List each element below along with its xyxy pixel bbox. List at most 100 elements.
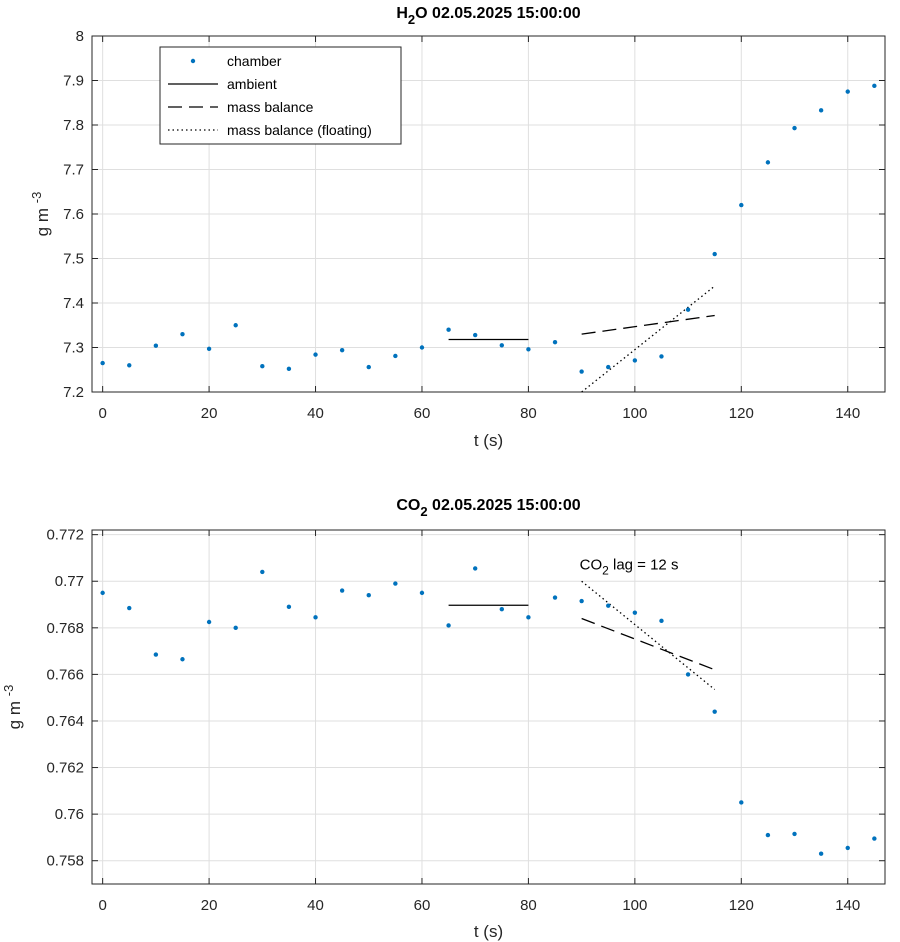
chamber-point	[286, 366, 292, 372]
lag-annotation: CO2 lag = 12 s	[580, 556, 679, 577]
legend-entry-label: chamber	[227, 53, 282, 69]
x-axis-label: t (s)	[474, 431, 503, 450]
chamber-point	[659, 354, 664, 359]
x-axis-label: t (s)	[474, 922, 503, 941]
chamber-point	[712, 709, 717, 714]
chamber-point	[393, 581, 398, 586]
chamber-point	[499, 343, 505, 348]
x-tick-label: 0	[98, 897, 106, 914]
chamber-point	[872, 836, 877, 841]
chart-title-main: H	[396, 5, 408, 22]
chamber-point	[206, 346, 212, 352]
chamber-point	[632, 358, 638, 363]
chamber-point	[526, 347, 531, 352]
x-tick-label: 80	[520, 897, 537, 914]
chamber-point	[765, 160, 771, 165]
y-tick-label: 0.77	[55, 573, 84, 590]
chart-title: H2O 02.05.2025 15:00:00	[396, 5, 580, 27]
chamber-point	[180, 331, 185, 337]
chamber-point	[260, 569, 265, 575]
chamber-point	[313, 615, 318, 620]
chamber-point	[472, 566, 478, 571]
chart-title-rest: 02.05.2025 15:00:00	[428, 497, 581, 514]
y-tick-label: 0.772	[46, 527, 84, 544]
legend-chamber-marker	[190, 58, 196, 64]
chamber-point	[286, 604, 292, 610]
chamber-point	[579, 598, 584, 604]
chamber-point	[685, 307, 691, 312]
chamber-point	[739, 800, 744, 805]
chamber-point	[446, 327, 451, 332]
y-tick-label: 7.3	[63, 340, 84, 357]
y-tick-label: 0.766	[46, 666, 84, 683]
mass-balance-floating-line	[581, 580, 716, 691]
y-tick-label: 7.9	[63, 73, 84, 90]
chamber-point	[872, 83, 877, 89]
chamber-point	[419, 590, 425, 596]
y-tick-label: 7.5	[63, 251, 84, 268]
y-axis-label-main: g m	[33, 203, 52, 236]
legend-entry-label: mass balance	[227, 99, 314, 115]
chamber-point	[153, 343, 159, 348]
legend-box	[159, 46, 402, 145]
chart-title-subscript: 2	[408, 12, 415, 27]
chamber-point	[606, 364, 611, 370]
x-tick-label: 120	[729, 897, 754, 914]
chamber-point	[792, 125, 797, 131]
lag-annotation-subscript: 2	[602, 563, 609, 577]
chamber-point	[366, 593, 371, 598]
x-tick-label: 40	[307, 405, 324, 422]
legend-entry-label: mass balance (floating)	[227, 122, 372, 138]
chamber-point	[818, 851, 824, 856]
x-tick-label: 40	[307, 897, 324, 914]
h2o-chart: 0 20 40 60 80 100 120 140 7.2 7.3 7.4 7.5 7.6 7.7 7.8 7…	[29, 5, 886, 450]
y-tick-label: 8	[76, 28, 84, 45]
y-tick-label: 7.8	[63, 117, 84, 134]
chamber-point	[153, 652, 159, 657]
y-axis-label-superscript: -3	[29, 192, 44, 204]
lag-annotation-main: CO	[580, 556, 603, 573]
chamber-point	[845, 845, 850, 851]
chamber-point	[499, 606, 505, 612]
chamber-point	[526, 615, 531, 620]
y-tick-label: 7.6	[63, 206, 84, 223]
mass-balance-floating-line	[581, 285, 716, 393]
chamber-point	[446, 623, 451, 628]
chamber-point	[818, 108, 824, 113]
chamber-point	[100, 360, 105, 366]
x-tick-label: 80	[520, 405, 537, 422]
y-axis-label-main: g m	[5, 696, 24, 729]
chamber-point	[659, 618, 664, 624]
chamber-point	[765, 832, 771, 838]
x-tick-label: 20	[201, 897, 218, 914]
chamber-point	[180, 657, 185, 662]
lag-annotation-rest: lag = 12 s	[609, 556, 679, 573]
mass-balance-line	[581, 617, 715, 671]
chamber-point	[632, 610, 638, 615]
chart-title: CO2 02.05.2025 15:00:00	[396, 497, 580, 519]
chamber-point	[260, 363, 265, 369]
chart-title-rest: O 02.05.2025 15:00:00	[415, 5, 581, 22]
chamber-point	[552, 595, 558, 600]
plot-frame	[91, 529, 886, 885]
x-tick-label: 20	[201, 405, 218, 422]
y-tick-label: 7.2	[63, 384, 84, 401]
x-tick-label: 0	[98, 405, 106, 422]
chamber-point	[845, 89, 850, 94]
y-tick-label: 7.4	[63, 295, 84, 312]
x-tick-label: 140	[835, 897, 860, 914]
x-tick-label: 100	[622, 405, 647, 422]
co2-chart: 0 20 40 60 80 100 120 140 0.758 0.76 0.762 0.764 0.7…	[1, 497, 886, 941]
chamber-point	[419, 345, 425, 350]
y-tick-label: 0.768	[46, 620, 84, 637]
x-tick-label: 60	[414, 405, 431, 422]
y-axis-label: g m -3	[29, 192, 52, 237]
chamber-point	[233, 323, 238, 328]
chart-title-main: CO	[396, 497, 420, 514]
chamber-point	[685, 672, 691, 677]
chamber-point	[206, 619, 212, 625]
chamber-point	[100, 590, 105, 596]
chamber-point	[792, 831, 797, 837]
x-tick-label: 140	[835, 405, 860, 422]
